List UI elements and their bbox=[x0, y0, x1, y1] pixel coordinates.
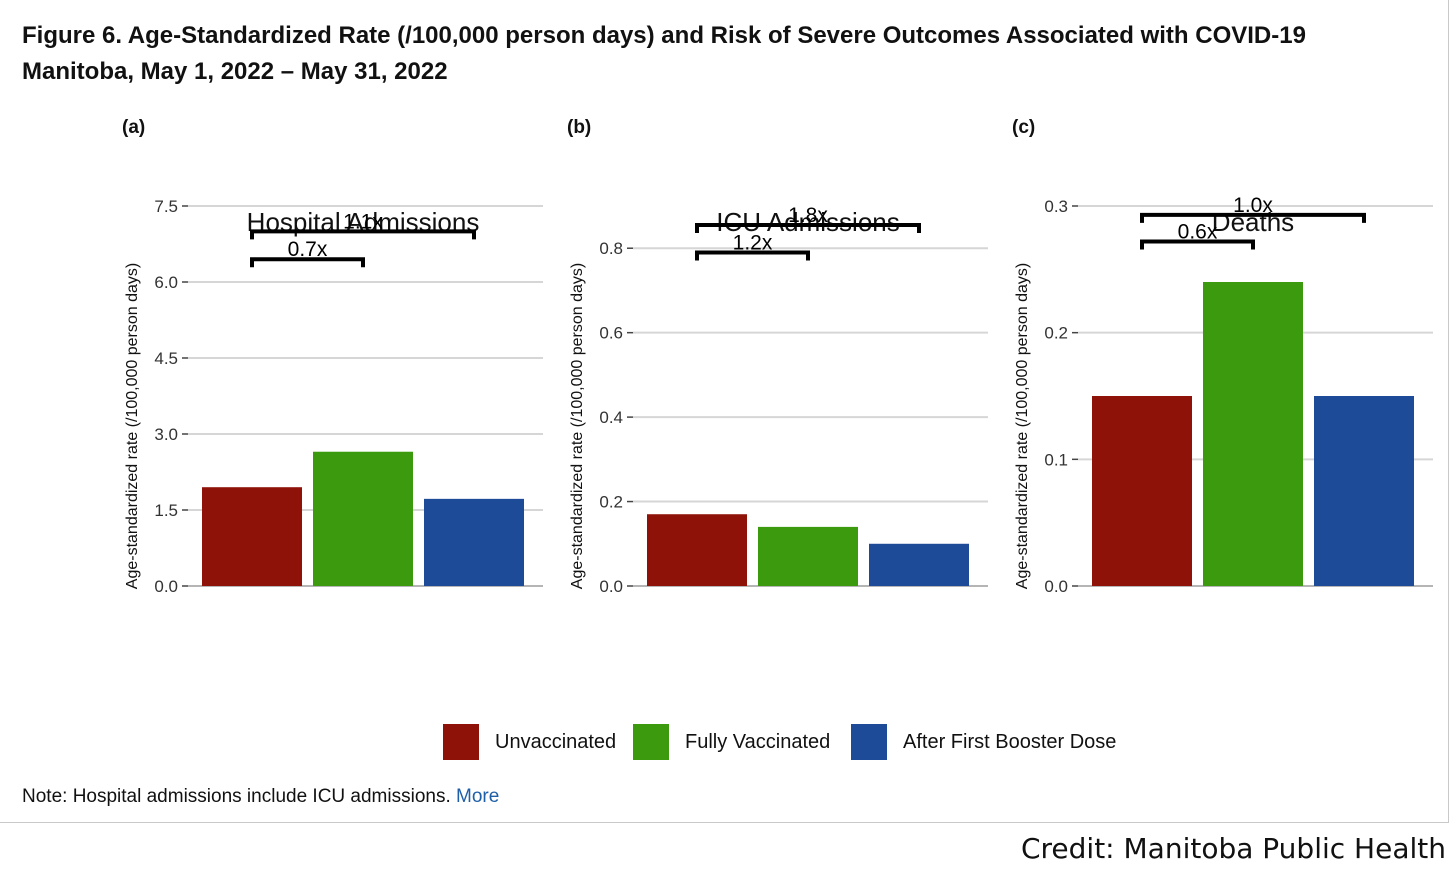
credit-text: Credit: Manitoba Public Health bbox=[1020, 832, 1446, 865]
comparison-bracket: 1.8x bbox=[695, 204, 921, 233]
comparison-bracket: 0.6x bbox=[1140, 220, 1255, 250]
y-tick-label: 0.4 bbox=[599, 408, 623, 427]
comparison-bracket: 1.0x bbox=[1140, 194, 1366, 223]
legend-swatch-unvaccinated bbox=[443, 724, 479, 760]
legend-item-booster: After First Booster Dose bbox=[851, 724, 1116, 760]
bar-unvaccinated bbox=[202, 487, 302, 586]
bar-after-first-booster-dose bbox=[424, 498, 524, 586]
y-tick-label: 0.6 bbox=[599, 324, 623, 343]
legend: Unvaccinated Fully Vaccinated After Firs… bbox=[0, 724, 1456, 764]
bracket-label: 1.0x bbox=[1233, 194, 1273, 217]
y-tick-label: 0.8 bbox=[599, 239, 623, 258]
bar-after-first-booster-dose bbox=[869, 543, 969, 586]
chart-title: ICU Admissions bbox=[716, 207, 900, 237]
bar-unvaccinated bbox=[1092, 396, 1192, 586]
comparison-bracket: 1.2x bbox=[695, 231, 810, 261]
legend-label-booster: After First Booster Dose bbox=[903, 730, 1117, 753]
bracket-label: 1.2x bbox=[733, 231, 773, 254]
chart-title: Deaths bbox=[1212, 207, 1294, 237]
bar-fully-vaccinated bbox=[1203, 282, 1303, 586]
y-tick-label: 0.3 bbox=[1044, 197, 1068, 216]
panel-label: (a) bbox=[122, 117, 145, 138]
y-tick-label: 0.2 bbox=[599, 493, 623, 512]
bar-fully-vaccinated bbox=[758, 526, 858, 586]
more-link[interactable]: More bbox=[456, 786, 500, 807]
panel-label: (c) bbox=[1012, 117, 1035, 138]
bracket-label: 0.6x bbox=[1178, 220, 1218, 243]
comparison-bracket: 0.7x bbox=[250, 238, 365, 268]
bracket-line bbox=[695, 223, 921, 233]
bar-fully-vaccinated bbox=[313, 451, 413, 586]
bracket-line bbox=[250, 257, 365, 268]
figure-title-line-2: Manitoba, May 1, 2022 – May 31, 2022 bbox=[22, 58, 448, 85]
bracket-label: 1.1x bbox=[343, 210, 383, 233]
legend-swatch-fully-vaccinated bbox=[633, 724, 669, 760]
legend-swatch-booster bbox=[851, 724, 887, 760]
y-axis-label: Age-standardized rate (/100,000 person d… bbox=[569, 263, 586, 589]
bracket-label: 0.7x bbox=[288, 238, 328, 261]
bracket-line bbox=[695, 250, 810, 261]
legend-item-unvaccinated: Unvaccinated bbox=[443, 724, 616, 760]
chart-panel-3: (c) Deaths Age-standardized rate (/100,000… bbox=[1012, 117, 1433, 596]
figure-title: Figure 6. Age-Standardized Rate (/100,00… bbox=[22, 18, 1442, 90]
legend-label-fully-vaccinated: Fully Vaccinated bbox=[685, 730, 831, 753]
panel-label: (b) bbox=[567, 117, 591, 138]
y-tick-label: 3.0 bbox=[154, 425, 178, 444]
y-tick-label: 0.2 bbox=[1044, 324, 1068, 343]
bracket-label: 1.8x bbox=[788, 204, 828, 227]
bar-after-first-booster-dose bbox=[1314, 396, 1414, 586]
bar-unvaccinated bbox=[647, 514, 747, 586]
y-tick-label: 0.1 bbox=[1044, 450, 1068, 469]
y-tick-label: 4.5 bbox=[154, 349, 178, 368]
y-tick-label: 0.0 bbox=[1044, 577, 1068, 596]
y-tick-label: 7.5 bbox=[154, 197, 178, 216]
y-axis-label: Age-standardized rate (/100,000 person d… bbox=[124, 263, 141, 589]
comparison-bracket: 1.1x bbox=[250, 210, 476, 240]
figure-title-line-1: Figure 6. Age-Standardized Rate (/100,00… bbox=[22, 22, 1306, 49]
y-axis-label: Age-standardized rate (/100,000 person d… bbox=[1014, 263, 1031, 589]
bracket-line bbox=[1140, 212, 1366, 223]
legend-item-fully-vaccinated: Fully Vaccinated bbox=[633, 724, 830, 760]
chart-panel-2: (b) ICU Admissions Age-standardized rate (… bbox=[567, 117, 988, 596]
figure-frame bbox=[0, 0, 1449, 823]
y-tick-label: 6.0 bbox=[154, 273, 178, 292]
y-tick-label: 1.5 bbox=[154, 501, 178, 520]
y-tick-label: 0.0 bbox=[154, 577, 178, 596]
bracket-line bbox=[250, 229, 476, 240]
bracket-line bbox=[1140, 239, 1255, 250]
y-tick-label: 0.0 bbox=[599, 577, 623, 596]
note: Note: Hospital admissions include ICU ad… bbox=[22, 786, 499, 808]
legend-label-unvaccinated: Unvaccinated bbox=[495, 730, 617, 753]
note-text: Note: Hospital admissions include ICU ad… bbox=[22, 786, 451, 807]
